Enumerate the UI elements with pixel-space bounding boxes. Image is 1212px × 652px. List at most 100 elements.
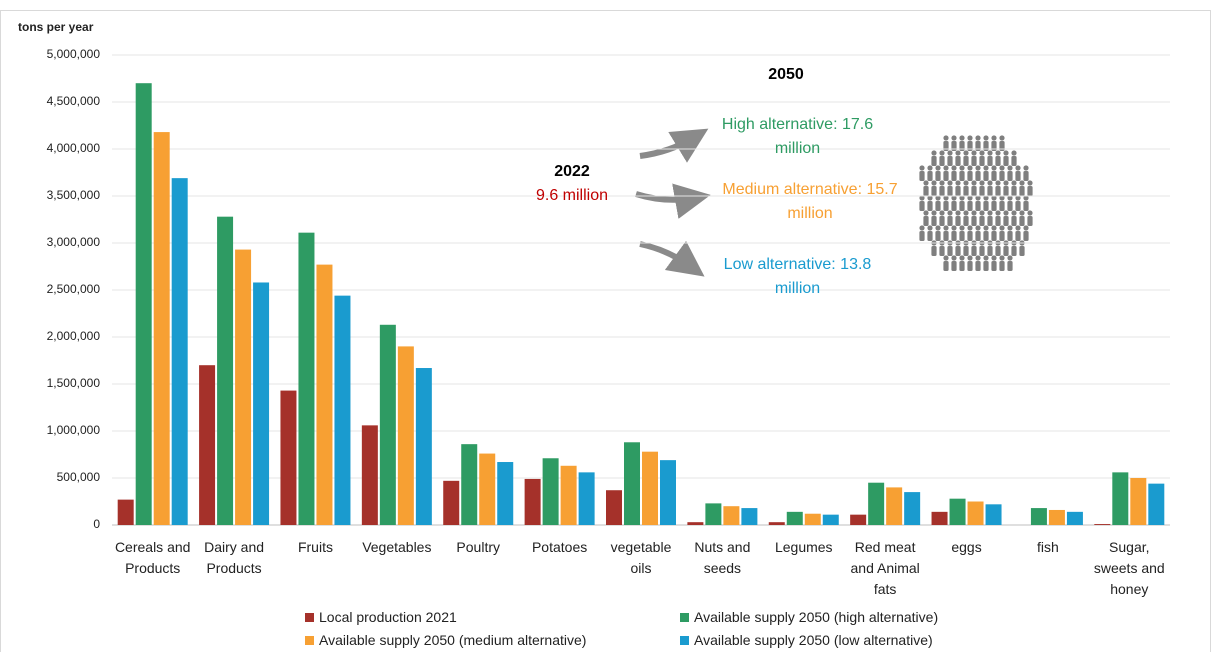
person-head xyxy=(1007,255,1013,261)
person-body xyxy=(983,171,989,181)
person-head xyxy=(951,255,957,261)
frame xyxy=(0,10,1211,652)
person-body xyxy=(935,171,941,181)
person-body xyxy=(991,231,997,241)
person-body xyxy=(979,156,985,166)
person-body xyxy=(919,171,925,181)
bar xyxy=(253,282,270,525)
bar xyxy=(868,482,885,525)
person-body xyxy=(951,201,957,211)
person-body xyxy=(923,186,929,196)
person-body xyxy=(1007,261,1013,271)
person-head xyxy=(971,210,977,216)
bar xyxy=(606,490,622,525)
y-tick-label: 0 xyxy=(93,517,100,531)
bar xyxy=(153,132,170,525)
person-body xyxy=(975,261,981,271)
person-body xyxy=(995,156,1001,166)
person-head xyxy=(983,165,989,171)
person-body xyxy=(955,246,961,256)
y-tick-label: 4,500,000 xyxy=(47,94,101,108)
person-head xyxy=(999,255,1005,261)
person-head xyxy=(1003,150,1009,156)
person-head xyxy=(999,165,1005,171)
person-body xyxy=(1023,171,1029,181)
person-body xyxy=(935,201,941,211)
bar xyxy=(415,368,432,525)
bar xyxy=(660,460,676,525)
legend-item: Available supply 2050 (low alternative) xyxy=(680,632,933,648)
person-body xyxy=(927,201,933,211)
person-body xyxy=(967,201,973,211)
person-head xyxy=(1007,195,1013,201)
bar xyxy=(985,504,1002,525)
person-body xyxy=(959,171,965,181)
person-body xyxy=(999,261,1005,271)
person-head xyxy=(999,225,1005,231)
legend-swatch xyxy=(305,636,314,645)
person-body xyxy=(1007,231,1013,241)
person-body xyxy=(1015,201,1021,211)
person-head xyxy=(1015,195,1021,201)
person-head xyxy=(943,225,949,231)
person-head xyxy=(987,150,993,156)
person-body xyxy=(947,216,953,226)
people-icon xyxy=(919,135,1033,271)
person-body xyxy=(947,246,953,256)
person-body xyxy=(991,171,997,181)
person-head xyxy=(1011,210,1017,216)
bar xyxy=(1066,511,1083,525)
person-head xyxy=(931,210,937,216)
person-body xyxy=(1003,186,1009,196)
person-head xyxy=(1011,150,1017,156)
person-body xyxy=(983,261,989,271)
legend-item: Available supply 2050 (medium alternativ… xyxy=(305,632,586,648)
legend-label: Available supply 2050 (low alternative) xyxy=(694,632,933,648)
legend-label: Available supply 2050 (high alternative) xyxy=(694,609,939,625)
person-head xyxy=(955,210,961,216)
person-body xyxy=(963,156,969,166)
person-head xyxy=(927,225,933,231)
bar xyxy=(235,249,252,525)
person-head xyxy=(983,225,989,231)
person-head xyxy=(999,195,1005,201)
person-body xyxy=(971,216,977,226)
person-head xyxy=(919,195,925,201)
person-body xyxy=(967,171,973,181)
person-body xyxy=(1011,246,1017,256)
x-tick-label: Cereals and Products xyxy=(114,539,191,576)
bar xyxy=(931,511,948,525)
person-body xyxy=(1019,246,1025,256)
person-body xyxy=(927,171,933,181)
person-body xyxy=(1011,186,1017,196)
x-tick-label: eggs xyxy=(951,539,982,555)
person-head xyxy=(923,210,929,216)
person-head xyxy=(943,165,949,171)
arrow xyxy=(639,240,705,277)
bar xyxy=(560,465,577,525)
person-head xyxy=(947,180,953,186)
person-head xyxy=(959,135,965,141)
person-head xyxy=(995,150,1001,156)
person-body xyxy=(1015,231,1021,241)
person-head xyxy=(983,255,989,261)
person-body xyxy=(963,246,969,256)
person-body xyxy=(995,216,1001,226)
person-body xyxy=(959,261,965,271)
person-body xyxy=(1003,246,1009,256)
person-head xyxy=(951,195,957,201)
bar xyxy=(298,232,315,525)
y-tick-label: 3,000,000 xyxy=(47,235,101,249)
person-head xyxy=(1003,180,1009,186)
person-body xyxy=(1011,156,1017,166)
bar xyxy=(443,480,460,525)
y-tick-label: 500,000 xyxy=(57,470,101,484)
y-axis-label: tons per year xyxy=(18,20,94,34)
person-body xyxy=(951,261,957,271)
person-head xyxy=(939,210,945,216)
annotation: 2050 xyxy=(768,66,804,83)
person-body xyxy=(1007,171,1013,181)
bar xyxy=(1130,478,1147,525)
y-tick-label: 1,500,000 xyxy=(47,376,101,390)
